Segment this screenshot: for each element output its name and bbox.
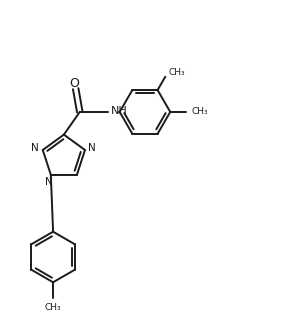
Text: O: O <box>69 77 79 90</box>
Text: N: N <box>88 143 96 154</box>
Text: NH: NH <box>111 106 128 116</box>
Text: N: N <box>46 177 53 186</box>
Text: CH₃: CH₃ <box>191 108 208 116</box>
Text: CH₃: CH₃ <box>45 303 61 312</box>
Text: CH₃: CH₃ <box>168 67 185 77</box>
Text: N: N <box>31 143 39 154</box>
